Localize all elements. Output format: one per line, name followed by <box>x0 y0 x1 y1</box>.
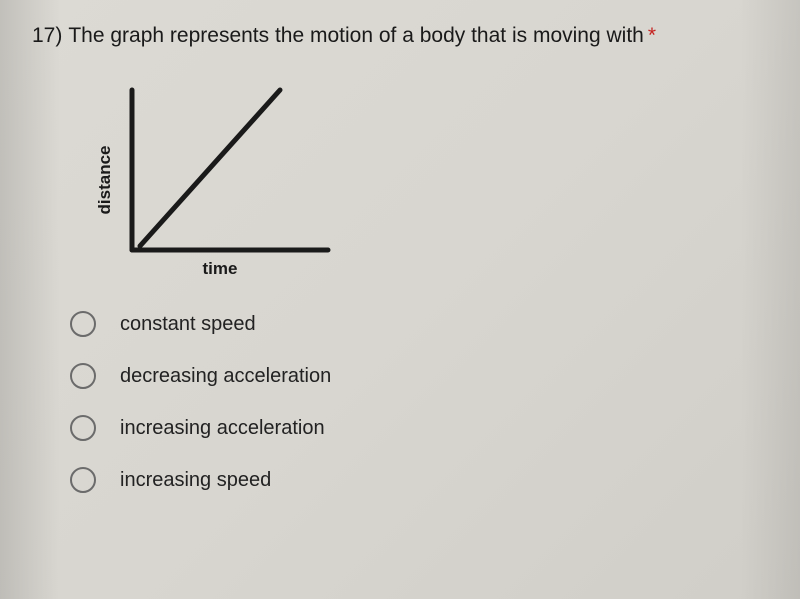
option-row[interactable]: increasing acceleration <box>70 415 768 441</box>
option-label: decreasing acceleration <box>120 365 331 388</box>
options-group: constant speed decreasing acceleration i… <box>70 311 768 493</box>
x-axis-label: time <box>203 259 238 278</box>
vignette-left <box>0 0 60 599</box>
radio-icon[interactable] <box>70 467 96 493</box>
radio-icon[interactable] <box>70 415 96 441</box>
question-text: 17) The graph represents the motion of a… <box>32 24 768 48</box>
option-row[interactable]: constant speed <box>70 311 768 337</box>
option-label: constant speed <box>120 313 256 336</box>
option-label: increasing speed <box>120 469 271 492</box>
option-row[interactable]: increasing speed <box>70 467 768 493</box>
chart-svg: distance time <box>88 78 348 278</box>
y-axis-label: distance <box>95 146 114 215</box>
radio-icon[interactable] <box>70 363 96 389</box>
question-body: The graph represents the motion of a bod… <box>68 24 643 48</box>
required-asterisk: * <box>648 24 656 48</box>
distance-time-chart: distance time <box>88 78 768 283</box>
radio-icon[interactable] <box>70 311 96 337</box>
option-label: increasing acceleration <box>120 417 325 440</box>
question-number: 17) <box>32 24 62 48</box>
option-row[interactable]: decreasing acceleration <box>70 363 768 389</box>
